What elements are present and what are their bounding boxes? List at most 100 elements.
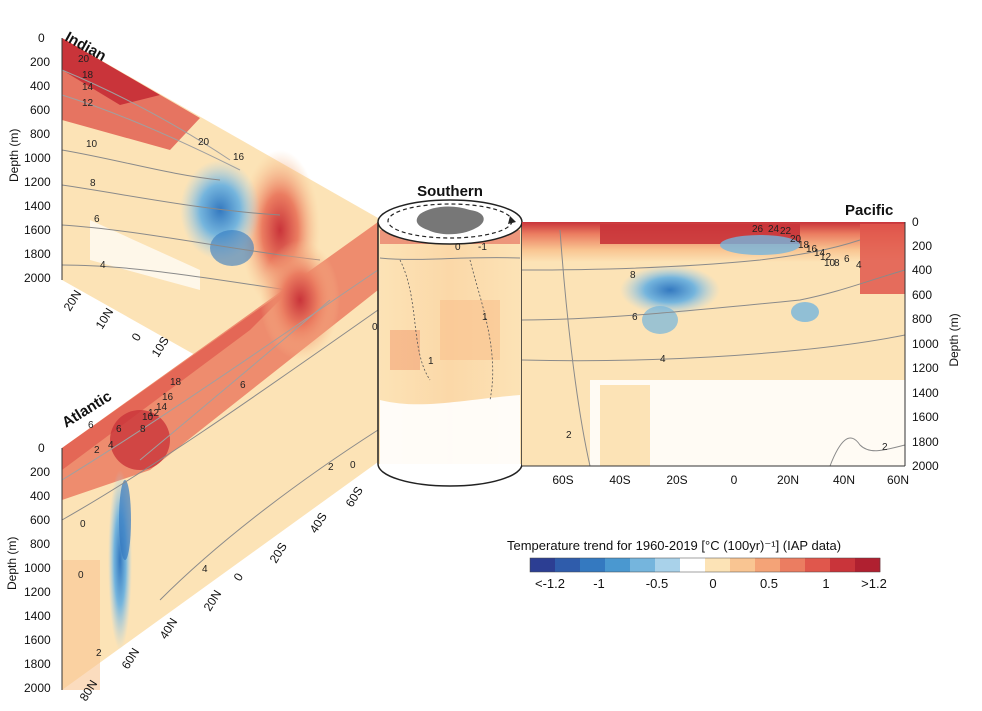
pacific-basin-label: Pacific xyxy=(845,202,893,219)
contour-label: 0 xyxy=(78,570,84,581)
pacific-panel: 8 6 4 2 2 26 24 22 20 18 16 14 12 10 8 6… xyxy=(521,222,906,467)
svg-text:400: 400 xyxy=(30,489,50,503)
colorbar-swatch xyxy=(630,558,656,572)
contour-label: 16 xyxy=(162,392,174,403)
svg-text:600: 600 xyxy=(30,103,50,117)
svg-text:0: 0 xyxy=(38,441,45,455)
svg-text:-1: -1 xyxy=(593,576,605,591)
contour-label: 26 xyxy=(752,224,764,235)
svg-text:<-1.2: <-1.2 xyxy=(535,576,565,591)
contour-label: 4 xyxy=(660,354,666,365)
svg-text:1: 1 xyxy=(822,576,829,591)
contour-label: 2 xyxy=(94,445,100,456)
atlantic-panel: 6 2 4 6 8 10 12 14 16 18 6 2 0 0 0 4 2 xyxy=(61,222,379,690)
colorbar-frame xyxy=(529,557,881,573)
contour-label: 18 xyxy=(82,70,94,81)
colorbar-swatch xyxy=(555,558,581,572)
svg-text:60S: 60S xyxy=(552,473,573,487)
contour-label: 10 xyxy=(86,139,98,150)
contour-label: 0 xyxy=(80,519,86,530)
svg-text:200: 200 xyxy=(912,239,932,253)
antarctica-icon xyxy=(416,206,484,235)
svg-text:40N: 40N xyxy=(833,473,855,487)
contour-label: -1 xyxy=(478,242,487,253)
svg-text:20S: 20S xyxy=(666,473,687,487)
contour-label: 10 xyxy=(142,412,154,423)
svg-text:400: 400 xyxy=(912,263,932,277)
svg-text:800: 800 xyxy=(30,537,50,551)
southern-basin-label: Southern xyxy=(417,183,483,200)
colorbar-swatch xyxy=(680,558,706,572)
svg-text:0: 0 xyxy=(731,473,738,487)
svg-text:1000: 1000 xyxy=(912,337,939,351)
svg-text:0: 0 xyxy=(129,330,145,343)
svg-text:1800: 1800 xyxy=(912,435,939,449)
svg-text:200: 200 xyxy=(30,465,50,479)
contour-label: 2 xyxy=(96,648,102,659)
colorbar-swatch xyxy=(705,558,731,572)
svg-text:1600: 1600 xyxy=(912,410,939,424)
svg-text:800: 800 xyxy=(912,312,932,326)
contour-label: 8 xyxy=(834,258,840,269)
contour-label: 10 xyxy=(824,258,836,269)
contour-label: 1 xyxy=(428,356,434,367)
colorbar-swatches xyxy=(529,557,881,573)
contour-label: 14 xyxy=(156,402,168,413)
contour-label: 8 xyxy=(630,270,636,281)
svg-text:200: 200 xyxy=(30,55,50,69)
svg-text:2000: 2000 xyxy=(24,271,51,285)
svg-text:1600: 1600 xyxy=(24,223,51,237)
svg-text:400: 400 xyxy=(30,79,50,93)
colorbar-swatch xyxy=(580,558,606,572)
contour-label: 18 xyxy=(798,240,810,251)
colorbar-swatch xyxy=(605,558,631,572)
colorbar-legend: Temperature trend for 1960-2019 [°C (100… xyxy=(507,538,887,591)
contour-label: 20 xyxy=(78,54,90,65)
contour-label: 14 xyxy=(814,248,826,259)
contour-label: 18 xyxy=(170,377,182,388)
contour-label: 2 xyxy=(328,462,334,473)
svg-text:600: 600 xyxy=(30,513,50,527)
svg-text:40S: 40S xyxy=(307,510,330,536)
svg-text:1200: 1200 xyxy=(24,585,51,599)
contour-label: 16 xyxy=(806,244,818,255)
contour-label: 0 xyxy=(372,322,378,333)
svg-text:1600: 1600 xyxy=(24,633,51,647)
atlantic-depth-axis-label: Depth (m) xyxy=(5,537,19,590)
contour-label: 6 xyxy=(94,214,100,225)
contour-label: 4 xyxy=(202,564,208,575)
contour-label: 22 xyxy=(780,226,792,237)
contour-label: 2 xyxy=(566,430,572,441)
contour-label: 16 xyxy=(233,152,245,163)
atlantic-depth-ticks: 0 200 400 600 800 1000 1200 1400 1600 18… xyxy=(24,441,51,695)
contour-label: 6 xyxy=(116,424,122,435)
svg-text:1400: 1400 xyxy=(24,609,51,623)
colorbar-swatch xyxy=(780,558,806,572)
svg-text:800: 800 xyxy=(30,127,50,141)
contour-label: 6 xyxy=(632,312,638,323)
svg-text:2000: 2000 xyxy=(912,459,939,473)
svg-text:>1.2: >1.2 xyxy=(861,576,887,591)
svg-text:1800: 1800 xyxy=(24,657,51,671)
svg-text:1000: 1000 xyxy=(24,561,51,575)
svg-text:0: 0 xyxy=(709,576,716,591)
contour-label: 4 xyxy=(100,260,106,271)
contour-label: 8 xyxy=(90,178,96,189)
contour-label: 0 xyxy=(350,460,356,471)
svg-text:1800: 1800 xyxy=(24,247,51,261)
colorbar-swatch xyxy=(805,558,831,572)
svg-text:20N: 20N xyxy=(777,473,799,487)
contour-label: 2 xyxy=(882,442,888,453)
svg-text:1200: 1200 xyxy=(912,361,939,375)
svg-text:1200: 1200 xyxy=(24,175,51,189)
contour-label: 20 xyxy=(198,137,210,148)
svg-text:0: 0 xyxy=(912,215,919,229)
contour-label: 6 xyxy=(240,380,246,391)
contour-label: 4 xyxy=(856,260,862,271)
svg-text:10N: 10N xyxy=(93,306,117,332)
svg-text:20S: 20S xyxy=(267,540,290,566)
svg-text:1400: 1400 xyxy=(24,199,51,213)
colorbar-title: Temperature trend for 1960-2019 [°C (100… xyxy=(507,538,841,553)
